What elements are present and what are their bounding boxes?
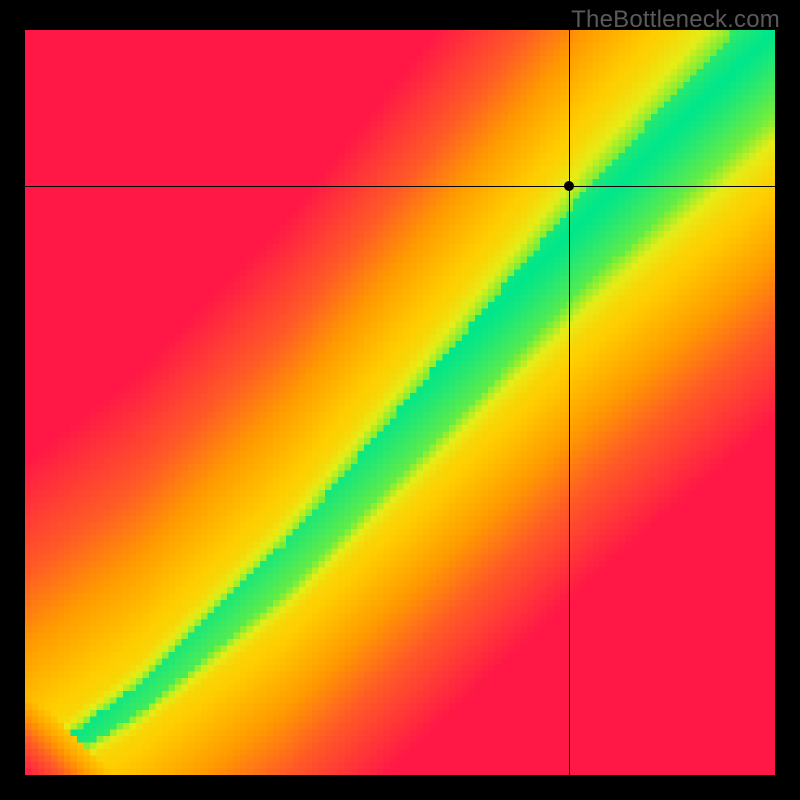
plot-container: { "watermark": { "text": "TheBottleneck.… <box>0 0 800 800</box>
bottleneck-heatmap <box>25 30 775 775</box>
crosshair-marker <box>564 181 574 191</box>
crosshair-horizontal <box>25 186 775 187</box>
crosshair-vertical <box>569 30 570 775</box>
watermark-text: TheBottleneck.com <box>571 6 780 34</box>
